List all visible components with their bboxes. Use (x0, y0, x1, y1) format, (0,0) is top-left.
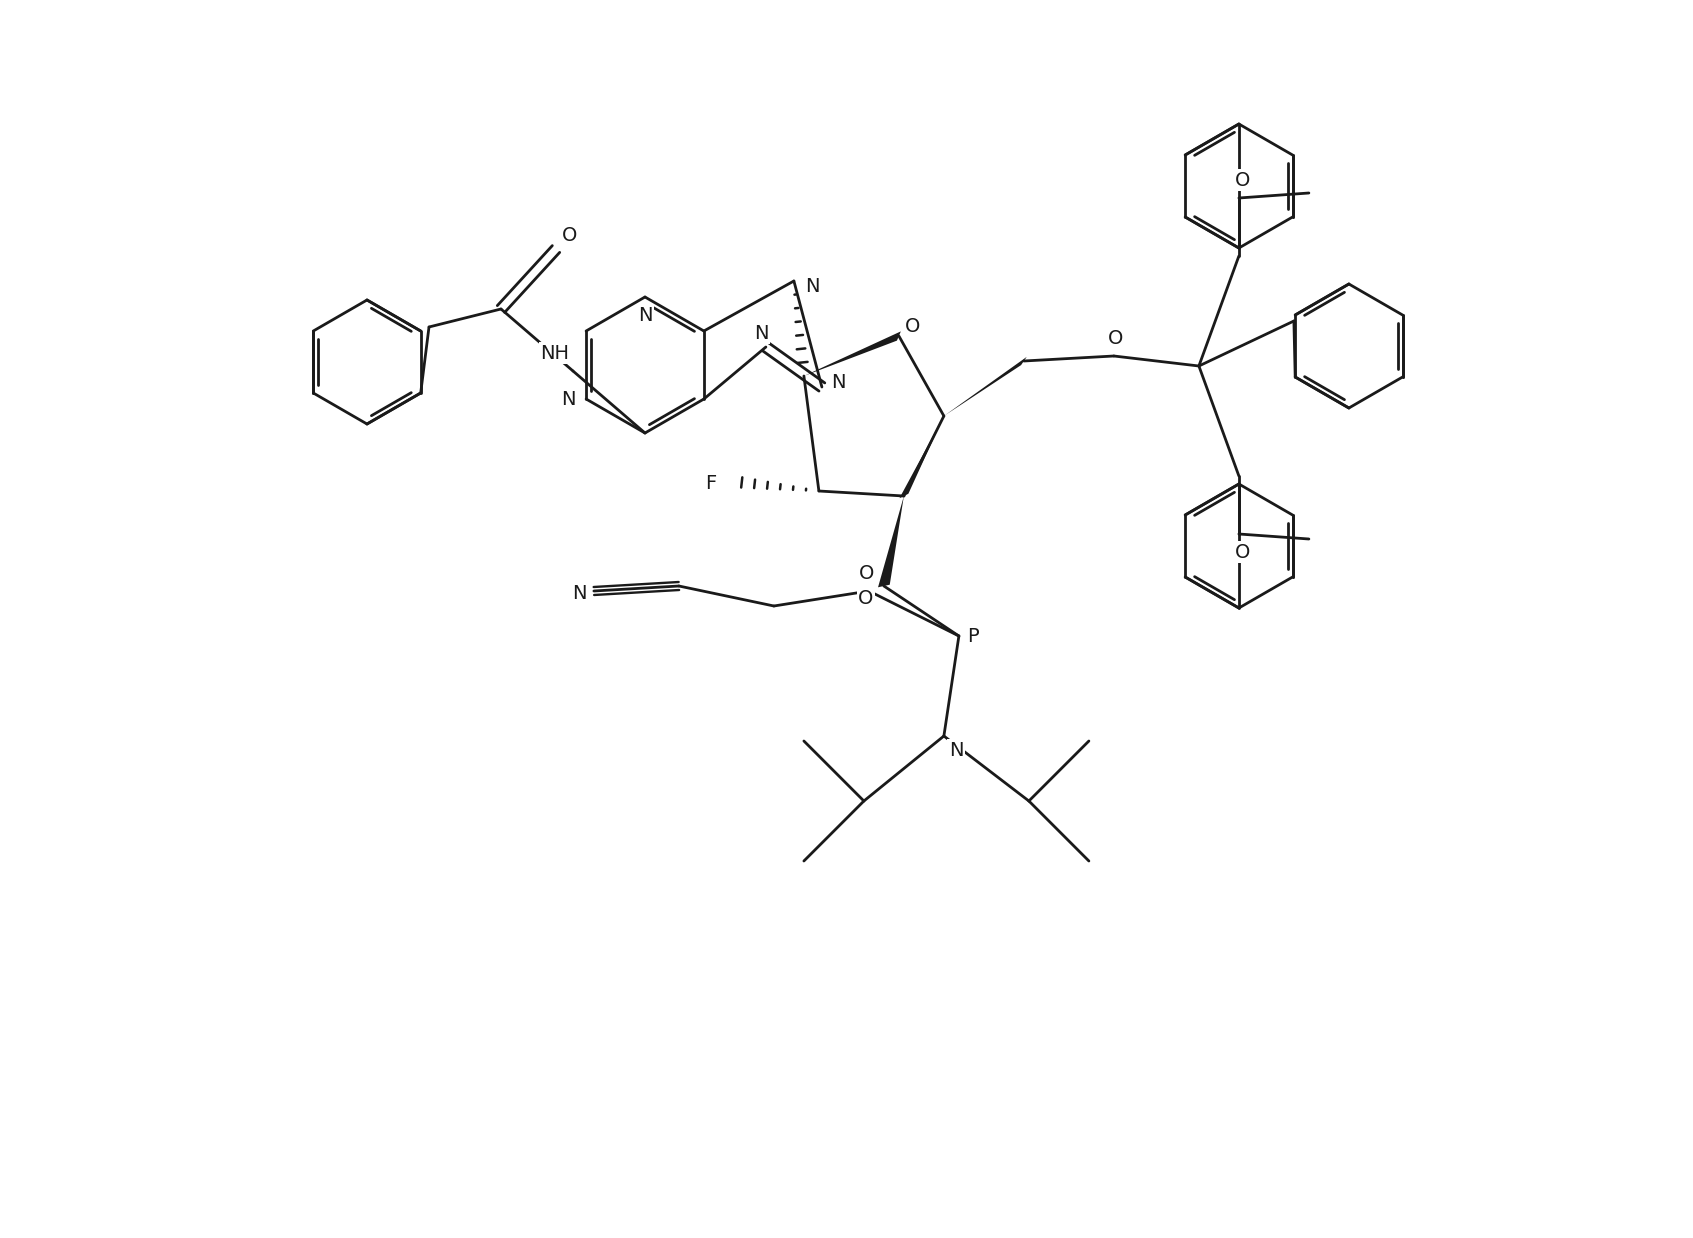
Text: N: N (638, 306, 652, 324)
Text: O: O (906, 317, 921, 335)
Text: N: N (804, 276, 819, 296)
Text: N: N (948, 740, 963, 759)
Polygon shape (879, 496, 904, 587)
Text: N: N (572, 583, 586, 603)
Text: N: N (831, 373, 845, 391)
Text: N: N (560, 390, 576, 409)
Text: O: O (860, 563, 875, 583)
Text: O: O (562, 225, 577, 244)
Polygon shape (945, 357, 1026, 416)
Text: O: O (858, 588, 874, 608)
Text: O: O (1109, 328, 1124, 348)
Text: NH: NH (540, 343, 569, 363)
Text: P: P (967, 626, 979, 645)
Text: N: N (753, 323, 769, 343)
Text: F: F (706, 473, 716, 493)
Polygon shape (804, 332, 901, 376)
Polygon shape (899, 416, 945, 498)
Text: O: O (1236, 542, 1251, 562)
Text: O: O (1236, 171, 1251, 189)
